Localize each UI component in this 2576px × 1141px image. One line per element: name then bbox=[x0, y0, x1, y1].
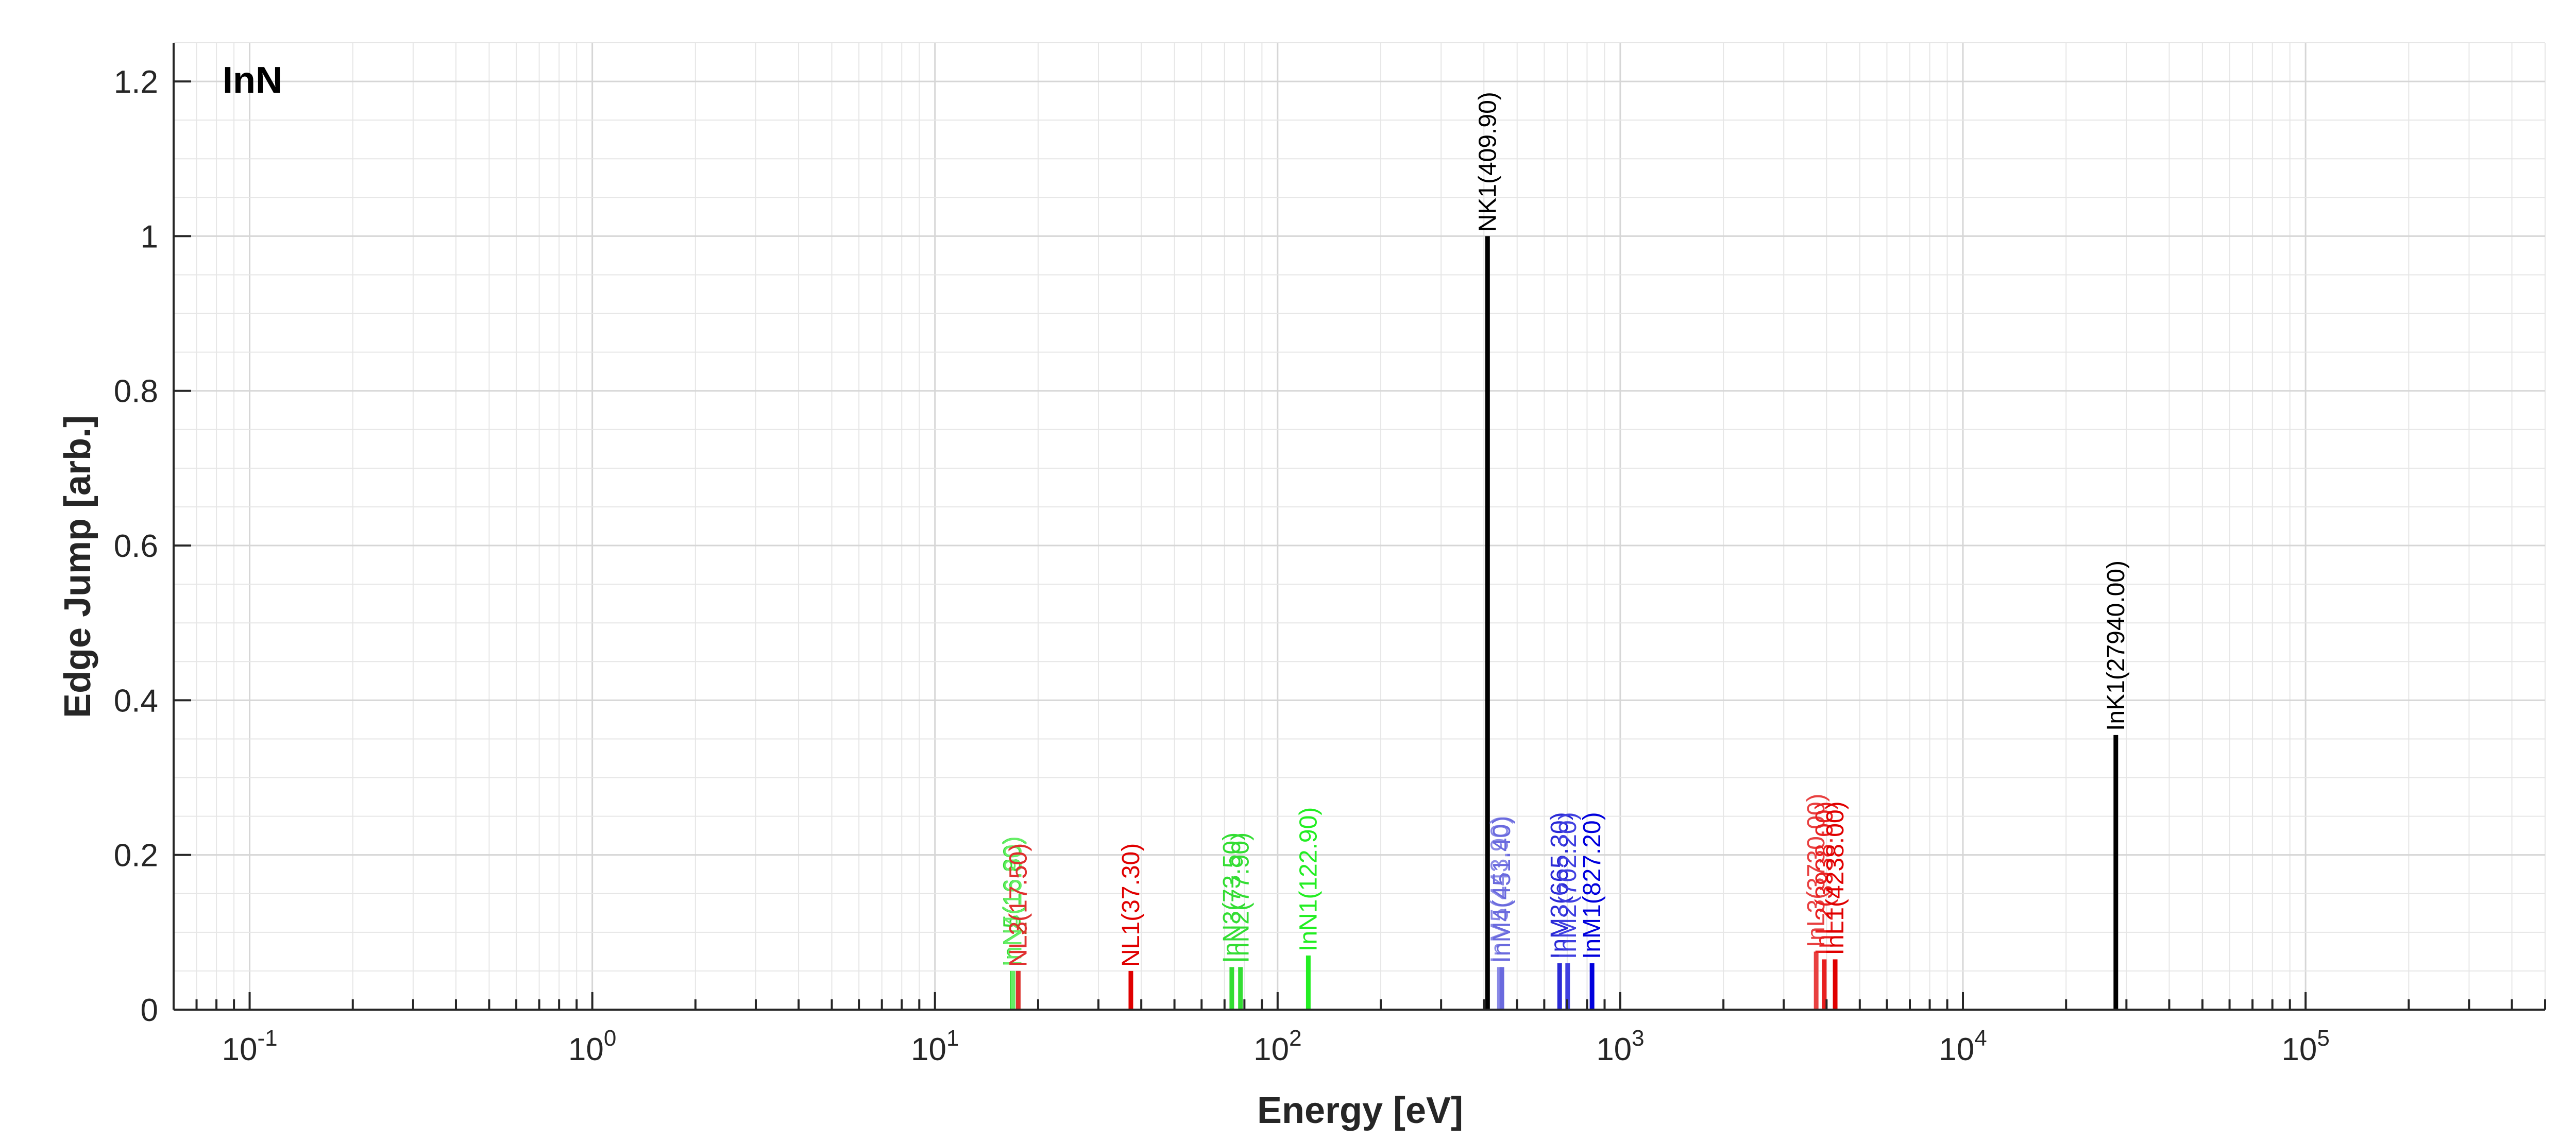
edge-label: InM3(665.30) bbox=[1546, 812, 1573, 959]
y-axis-label: Edge Jump [arb.] bbox=[57, 415, 98, 718]
plot-area bbox=[174, 43, 2545, 1010]
x-tick-label: 100 bbox=[568, 1026, 616, 1067]
edge-label: InM1(827.20) bbox=[1579, 812, 1606, 959]
axes bbox=[173, 43, 2546, 1011]
edge-label: InN3(73.50) bbox=[1218, 832, 1246, 963]
edge-label: InN2(77.90) bbox=[1227, 832, 1255, 963]
edge-label: InN5(16.80) bbox=[999, 836, 1026, 966]
x-tick-label: 101 bbox=[911, 1026, 959, 1067]
edge-label: InM4(451.40) bbox=[1488, 816, 1516, 963]
x-tick-label: 103 bbox=[1596, 1026, 1644, 1067]
grid bbox=[173, 42, 2546, 1011]
edge-label: NL1(37.30) bbox=[1117, 843, 1145, 967]
y-tick-label: 0.4 bbox=[114, 683, 158, 719]
x-tick-label: 102 bbox=[1253, 1026, 1301, 1067]
edge-labels: InN5(16.80)InN4(16.90)NL2(17.50)NL3(17.5… bbox=[999, 92, 2130, 967]
edge-label: NK1(409.90) bbox=[1474, 92, 1501, 232]
edge-label: InK1(27940.00) bbox=[2103, 560, 2130, 731]
edge-label: NL3(17.50) bbox=[1005, 843, 1032, 967]
chart-title: InN bbox=[223, 60, 282, 101]
y-tick-label: 0.8 bbox=[114, 374, 158, 410]
edge-label: InL1(4238.00) bbox=[1822, 801, 1849, 955]
x-tick-label: 105 bbox=[2281, 1026, 2329, 1067]
x-tick-label: 104 bbox=[1939, 1026, 1987, 1067]
x-tick-label: 10-1 bbox=[222, 1026, 278, 1067]
y-tick-label: 0.6 bbox=[114, 529, 158, 564]
tick-labels: 10-1 100 101 102 103 104 105 0 0.2 0.4 0.6 0.8 1 1.2 bbox=[114, 64, 2330, 1067]
edge-label: InL3(3730.00) bbox=[1803, 793, 1830, 947]
edge-label: InN4(16.90) bbox=[999, 836, 1027, 966]
x-axis-label: Energy [eV] bbox=[1257, 1090, 1463, 1131]
edge-label: InN1(122.90) bbox=[1295, 807, 1322, 951]
y-tick-label: 0.2 bbox=[114, 838, 158, 874]
y-tick-label: 0 bbox=[141, 993, 158, 1028]
edge-label: InM2(702.20) bbox=[1554, 812, 1582, 959]
y-tick-label: 1.2 bbox=[114, 64, 158, 100]
edge-label: NL2(17.50) bbox=[1005, 843, 1032, 967]
edge-label: InM5(443.90) bbox=[1486, 816, 1513, 963]
y-tick-label: 1 bbox=[141, 219, 158, 254]
edge-bars bbox=[1010, 236, 2119, 1010]
edge-label: InL2(3938.00) bbox=[1811, 801, 1838, 955]
